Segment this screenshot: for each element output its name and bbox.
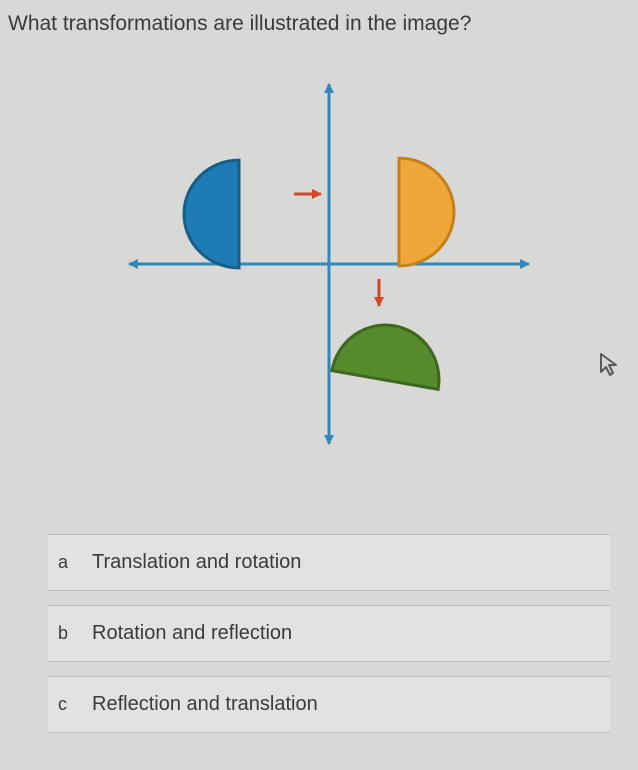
answer-letter: a — [58, 552, 92, 573]
question-text: What transformations are illustrated in … — [0, 0, 638, 44]
transformation-diagram — [99, 74, 539, 494]
answer-option-b[interactable]: b Rotation and reflection — [48, 605, 610, 662]
answer-text: Rotation and reflection — [92, 622, 292, 645]
answer-letter: c — [58, 694, 92, 715]
answer-option-a[interactable]: a Translation and rotation — [48, 534, 610, 591]
diagram-container — [0, 44, 638, 534]
orange-shape — [399, 158, 454, 266]
answer-option-c[interactable]: c Reflection and translation — [48, 676, 610, 733]
answer-text: Reflection and translation — [92, 693, 318, 716]
blue-shape — [184, 160, 239, 268]
answer-list: a Translation and rotation b Rotation an… — [0, 534, 638, 733]
green-shape — [332, 316, 448, 389]
cursor-icon — [598, 352, 620, 383]
answer-letter: b — [58, 623, 92, 644]
answer-text: Translation and rotation — [92, 551, 301, 574]
